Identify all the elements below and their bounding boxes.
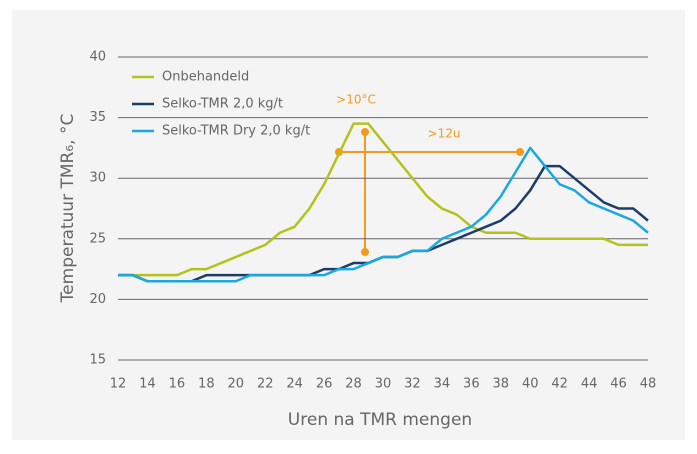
x-tick-label: 44	[581, 377, 598, 392]
y-tick-label: 40	[89, 50, 106, 65]
x-tick-label: 24	[286, 377, 303, 392]
legend-label: Selko-TMR 2,0 kg/t	[162, 97, 283, 112]
arrow-head	[516, 148, 524, 156]
legend-label: Onbehandeld	[162, 70, 249, 85]
x-tick-label: 28	[345, 377, 362, 392]
y-tick-label: 25	[89, 231, 106, 246]
legend-label: Selko-TMR Dry 2,0 kg/t	[162, 124, 310, 139]
series-line	[118, 146, 649, 283]
x-tick-label: 18	[198, 377, 215, 392]
series-line	[118, 122, 648, 277]
y-tick-label: 30	[89, 171, 106, 186]
x-tick-label: 12	[110, 377, 127, 392]
y-tick-label: 20	[89, 292, 106, 307]
x-tick-label: 22	[257, 377, 274, 392]
y-tick-label: 15	[89, 353, 106, 368]
x-tick-label: 32	[404, 377, 421, 392]
x-tick-label: 46	[610, 377, 627, 392]
x-tick-label: 30	[375, 377, 392, 392]
panel	[12, 10, 685, 440]
annotation: >10°C	[336, 93, 376, 107]
x-tick-label: 48	[640, 377, 657, 392]
annotation-arrows	[335, 128, 524, 256]
arrow-head	[361, 248, 369, 256]
x-tick-label: 14	[139, 377, 156, 392]
annotation: >12u	[428, 127, 461, 141]
x-tick-label: 40	[522, 377, 539, 392]
x-tick-label: 38	[493, 377, 510, 392]
x-tick-label: 20	[228, 377, 245, 392]
x-tick-label: 34	[434, 377, 451, 392]
x-tick-label: 36	[463, 377, 480, 392]
y-axis-label: Temperatuur TMR₆, °C	[58, 114, 78, 304]
x-tick-label: 42	[551, 377, 568, 392]
x-tick-label: 26	[316, 377, 333, 392]
arrow-head	[361, 128, 369, 136]
y-tick-label: 35	[89, 110, 106, 125]
x-tick-label: 16	[169, 377, 186, 392]
x-axis-label: Uren na TMR mengen	[288, 410, 472, 430]
